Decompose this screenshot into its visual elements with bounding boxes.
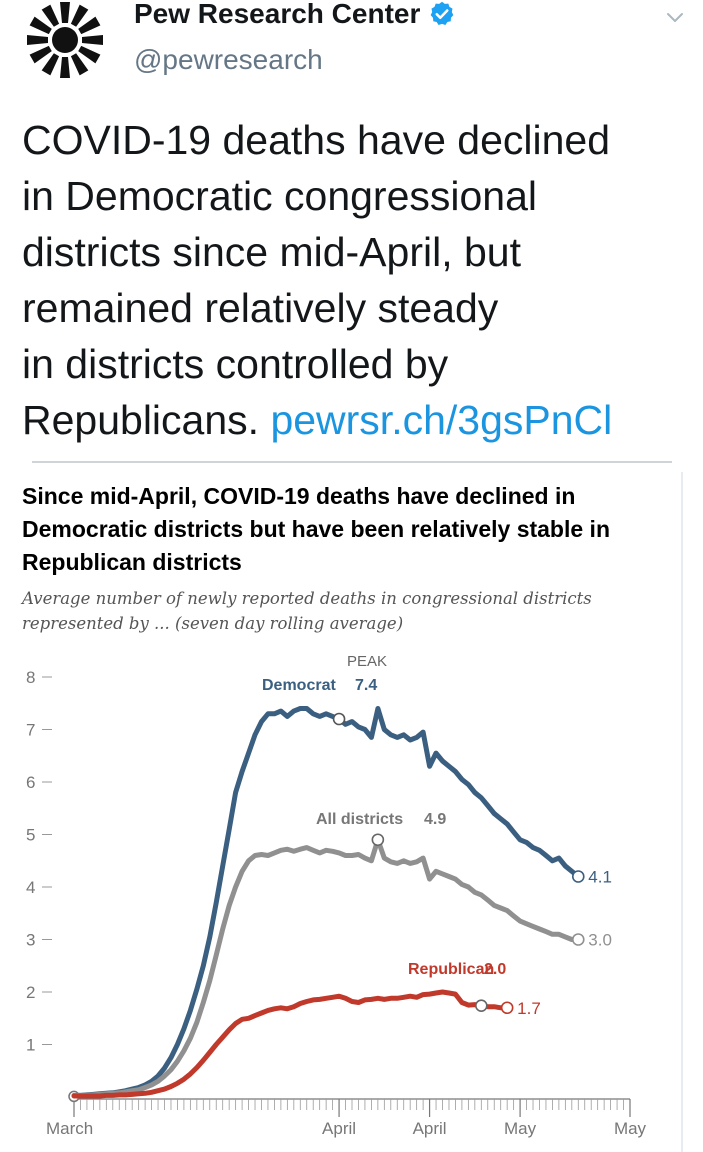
peak-value-label: 7.4 xyxy=(355,677,377,694)
y-tick-label: 5 xyxy=(26,826,35,845)
end-value-label: 3.0 xyxy=(588,931,612,950)
account-name-text[interactable]: Pew Research Center xyxy=(134,0,421,29)
y-tick-label: 8 xyxy=(26,668,35,687)
tweet-text-line: COVID-19 deaths have declined xyxy=(22,117,611,163)
chart-title-line: Republican districts xyxy=(22,549,242,575)
chart-subtitle-line: Average number of newly reported deaths … xyxy=(22,589,592,608)
chart-subtitle-line: represented by ... (seven day rolling av… xyxy=(22,614,404,633)
series-label: All districts xyxy=(316,811,403,828)
chart-title-line: Since mid-April, COVID-19 deaths have de… xyxy=(22,483,576,509)
tweet-text-line: in districts controlled by xyxy=(22,341,449,387)
chart-title[interactable]: Since mid-April, COVID-19 deaths have de… xyxy=(22,480,687,579)
x-tick-label: May xyxy=(504,1119,537,1138)
y-tick-label: 2 xyxy=(26,983,35,1002)
series-label: Republican xyxy=(408,961,494,978)
end-marker xyxy=(571,870,585,883)
tweet-text-line: remained relatively steady xyxy=(22,285,499,331)
series-line-republican xyxy=(71,989,510,1099)
y-tick-label: 6 xyxy=(26,773,35,792)
y-tick-label: 1 xyxy=(26,1036,35,1055)
peak-marker xyxy=(371,833,385,847)
end-value-label: 1.7 xyxy=(517,999,541,1018)
chevron-down-icon[interactable] xyxy=(660,6,690,30)
peak-marker xyxy=(332,712,346,726)
peak-value-label: 2.0 xyxy=(484,961,506,978)
end-value-label: 4.1 xyxy=(588,868,612,887)
tweet-text: COVID-19 deaths have declined in Democra… xyxy=(22,112,692,448)
y-tick-label: 4 xyxy=(26,878,35,897)
tweet-text-line: in Democratic congressional xyxy=(22,173,538,219)
x-tick-label: May xyxy=(614,1119,647,1138)
x-tick-label: April xyxy=(322,1119,356,1138)
series-line-all-districts xyxy=(71,837,581,1098)
y-tick-label: 7 xyxy=(26,721,35,740)
y-tick-label: 3 xyxy=(26,931,35,950)
x-tick-label: April xyxy=(413,1119,447,1138)
account-handle[interactable]: @pewresearch xyxy=(134,44,323,75)
end-marker xyxy=(500,1001,514,1015)
series-line-democrat xyxy=(71,706,581,1098)
card-divider xyxy=(32,461,672,463)
chart-subtitle: Average number of newly reported deaths … xyxy=(22,586,672,636)
tweet-text-line: districts since mid-April, but xyxy=(22,229,521,275)
series-label: Democrat xyxy=(262,677,336,694)
end-marker xyxy=(571,933,585,946)
x-tick-label: March xyxy=(46,1119,93,1138)
tweet-text-line: Republicans. xyxy=(22,397,260,443)
verified-badge-icon xyxy=(431,1,454,25)
peak-label: PEAK xyxy=(347,653,387,670)
tweet-link[interactable]: pewrsr.ch/3gsPnCl xyxy=(270,397,613,443)
tweet-text-last-line: Republicans. pewrsr.ch/3gsPnCl xyxy=(22,392,692,448)
card-edge xyxy=(681,472,683,1152)
peak-value-label: 4.9 xyxy=(424,811,446,828)
account-name[interactable]: Pew Research Center xyxy=(134,0,456,30)
peak-marker xyxy=(475,999,488,1012)
chart-title-line: Democratic districts but have been relat… xyxy=(22,516,610,542)
pew-logo-icon[interactable] xyxy=(22,0,108,80)
